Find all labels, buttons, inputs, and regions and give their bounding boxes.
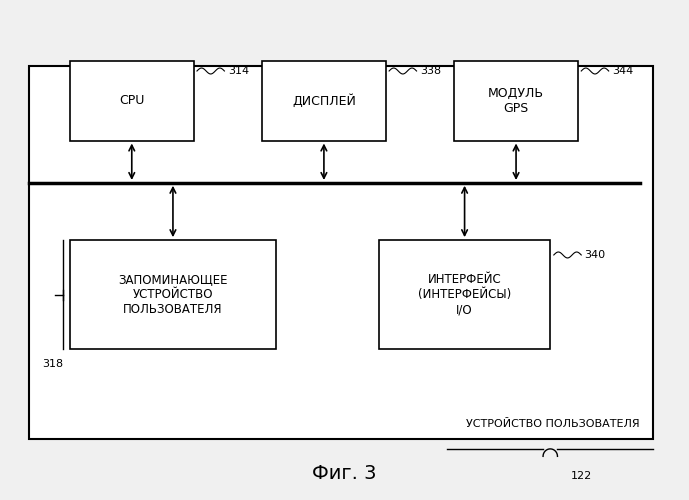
FancyBboxPatch shape xyxy=(70,61,194,140)
FancyBboxPatch shape xyxy=(379,240,551,350)
Text: CPU: CPU xyxy=(119,94,145,108)
Text: 344: 344 xyxy=(612,66,633,76)
Text: Фиг. 3: Фиг. 3 xyxy=(312,464,377,483)
Text: МОДУЛЬ
GPS: МОДУЛЬ GPS xyxy=(488,87,544,115)
Text: 318: 318 xyxy=(42,360,63,370)
Text: ДИСПЛЕЙ: ДИСПЛЕЙ xyxy=(292,94,356,108)
FancyBboxPatch shape xyxy=(29,66,653,439)
Text: ИНТЕРФЕЙС
(ИНТЕРФЕЙСЫ)
I/O: ИНТЕРФЕЙС (ИНТЕРФЕЙСЫ) I/O xyxy=(418,273,511,316)
Text: ЗАПОМИНАЮЩЕЕ
УСТРОЙСТВО
ПОЛЬЗОВАТЕЛЯ: ЗАПОМИНАЮЩЕЕ УСТРОЙСТВО ПОЛЬЗОВАТЕЛЯ xyxy=(119,273,227,316)
Text: 314: 314 xyxy=(228,66,249,76)
FancyBboxPatch shape xyxy=(262,61,386,140)
Text: 338: 338 xyxy=(420,66,441,76)
Text: 340: 340 xyxy=(585,250,606,260)
FancyBboxPatch shape xyxy=(70,240,276,350)
Text: 122: 122 xyxy=(571,472,592,482)
FancyBboxPatch shape xyxy=(454,61,578,140)
Text: УСТРОЙСТВО ПОЛЬЗОВАТЕЛЯ: УСТРОЙСТВО ПОЛЬЗОВАТЕЛЯ xyxy=(466,419,639,429)
